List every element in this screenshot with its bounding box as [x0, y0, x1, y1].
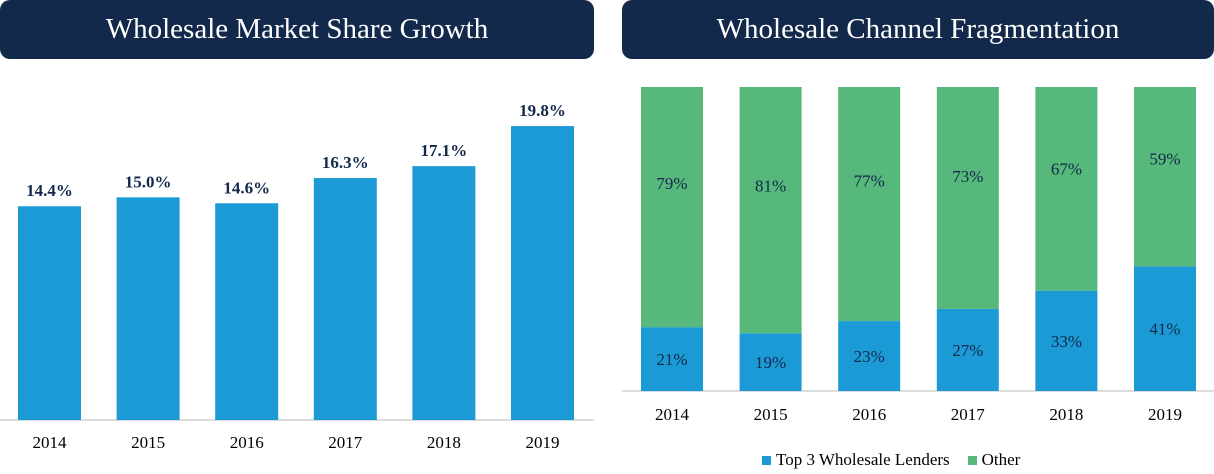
- x-tick-label: 2014: [33, 433, 68, 452]
- x-tick-label: 2018: [427, 433, 461, 452]
- legend-swatch-other: [967, 455, 977, 465]
- segment-top3-2017: [936, 308, 999, 391]
- segment-other-2018: [1035, 87, 1098, 291]
- legend-swatch-top3: [762, 455, 771, 465]
- segment-label-top3: 33%: [1051, 332, 1082, 351]
- legend-item-other: Other: [967, 450, 1021, 470]
- segment-label-top3: 23%: [854, 347, 885, 366]
- legend-label-other: Other: [981, 450, 1021, 469]
- bar-value-label: 17.1%: [421, 141, 468, 160]
- bar-value-label: 14.4%: [26, 181, 73, 200]
- x-tick-label: 2015: [131, 433, 165, 452]
- fragmentation-chart: 21% 79% 2014 19% 81% 2015 23% 77% 2016 27% 73% 2017…: [622, 87, 1214, 424]
- x-tick-label: 2017: [328, 433, 363, 452]
- segment-top3-2014: [641, 327, 703, 391]
- x-tick-label: 2016: [852, 405, 886, 424]
- x-tick-label: 2014: [655, 405, 690, 424]
- segment-label-other: 77%: [854, 172, 885, 191]
- segment-label-top3: 41%: [1149, 320, 1180, 339]
- segment-top3-2016: [838, 321, 901, 391]
- segment-other-2019: [1134, 87, 1196, 267]
- fragmentation-panel: Wholesale Channel Fragmentation 21% 79% 20…: [622, 0, 1214, 474]
- bar-value-label: 16.3%: [322, 153, 369, 172]
- bar-2015: [116, 197, 180, 420]
- segment-other-2017: [936, 87, 999, 309]
- segment-label-top3: 21%: [656, 350, 687, 369]
- segment-label-other: 81%: [755, 176, 786, 195]
- bar-value-label: 15.0%: [125, 172, 172, 191]
- x-tick-label: 2019: [526, 433, 560, 452]
- segment-top3-2015: [739, 333, 802, 391]
- segment-top3-2018: [1035, 290, 1098, 391]
- x-tick-label: 2015: [754, 405, 788, 424]
- bar-2014: [18, 206, 81, 420]
- fragmentation-title: Wholesale Channel Fragmentation: [622, 0, 1214, 59]
- bar-2017: [313, 178, 377, 420]
- market-share-title: Wholesale Market Share Growth: [0, 0, 594, 59]
- bar-2018: [412, 166, 476, 420]
- x-tick-label: 2018: [1049, 405, 1083, 424]
- chart-legend: Top 3 Wholesale Lenders Other: [762, 450, 1038, 470]
- segment-label-top3: 19%: [755, 353, 786, 372]
- legend-label-top3: Top 3 Wholesale Lenders: [776, 450, 950, 469]
- bar-2019: [511, 126, 574, 420]
- x-tick-label: 2016: [230, 433, 264, 452]
- segment-other-2014: [641, 87, 703, 328]
- segment-label-other: 73%: [952, 167, 983, 186]
- market-share-chart: 14.4% 2014 15.0% 2015 14.6% 2016 16.3% 2017 17.1…: [0, 101, 594, 452]
- segment-other-2016: [838, 87, 901, 322]
- market-share-panel: Wholesale Market Share Growth 14.4% 2014 1…: [0, 0, 594, 474]
- segment-other-2015: [739, 87, 802, 334]
- segment-label-other: 67%: [1051, 159, 1082, 178]
- segment-label-other: 59%: [1149, 150, 1180, 169]
- legend-item-top3: Top 3 Wholesale Lenders: [762, 450, 950, 470]
- x-tick-label: 2019: [1148, 405, 1182, 424]
- segment-label-other: 79%: [656, 174, 687, 193]
- x-tick-label: 2017: [951, 405, 986, 424]
- bar-value-label: 14.6%: [223, 178, 270, 197]
- segment-top3-2019: [1134, 266, 1196, 391]
- bar-2016: [215, 203, 279, 420]
- bar-value-label: 19.8%: [519, 101, 566, 120]
- segment-label-top3: 27%: [952, 341, 983, 360]
